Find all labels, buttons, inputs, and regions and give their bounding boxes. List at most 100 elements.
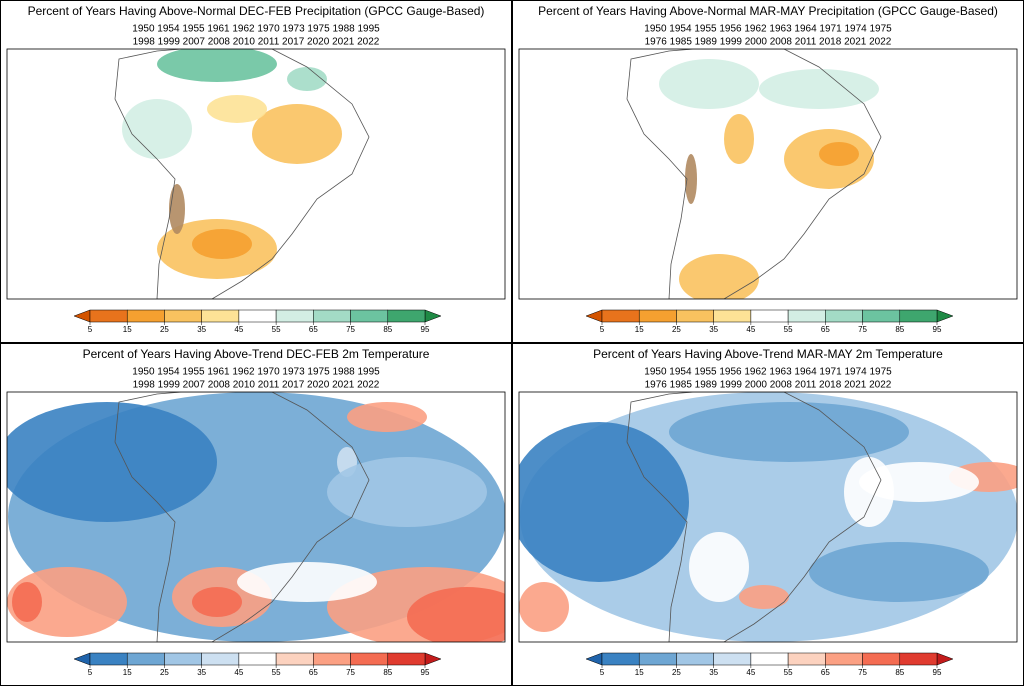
colorbar-tick-label: 45: [234, 325, 243, 334]
field-blob: [669, 402, 909, 462]
field-blob: [739, 585, 789, 609]
field-blob: [237, 562, 377, 602]
map-content: [7, 49, 505, 299]
colorbar-extend-low: [585, 309, 603, 323]
colorbar-segment: [862, 309, 901, 323]
colorbar-segment: [899, 309, 938, 323]
colorbar-tick-label: 35: [709, 668, 718, 677]
map-content: [519, 49, 1017, 299]
colorbar-segment: [164, 309, 202, 323]
year-list: 1998 1999 2007 2008 2010 2011 2017 2020 …: [133, 37, 380, 48]
colorbar-tick-label: 25: [160, 668, 169, 677]
colorbar-segment: [387, 309, 426, 323]
colorbar-tick-label: 65: [821, 325, 830, 334]
field-blob: [347, 402, 427, 432]
colorbar-extend-high: [424, 652, 442, 666]
field-blob: [169, 184, 185, 234]
colorbar-segment: [164, 652, 202, 666]
colorbar-segment: [787, 652, 826, 666]
colorbar-segment: [825, 652, 863, 666]
year-list: 1950 1954 1955 1961 1962 1970 1973 1975 …: [132, 367, 380, 378]
colorbar-tick-label: 5: [88, 325, 93, 334]
colorbar-segment: [713, 309, 752, 323]
field-blob: [122, 99, 192, 159]
map-content: [7, 392, 505, 642]
colorbar-tick-label: 55: [784, 668, 793, 677]
panel-title: Percent of Years Having Above-Trend MAR-…: [593, 347, 943, 361]
coastline: [114, 49, 370, 299]
year-list: 1950 1954 1955 1961 1962 1970 1973 1975 …: [132, 24, 380, 35]
coastline: [114, 392, 370, 642]
colorbar-tick-label: 5: [600, 668, 605, 677]
colorbar-tick-label: 55: [784, 325, 793, 334]
map: [518, 391, 1018, 643]
colorbar-tick-label: 15: [635, 668, 644, 677]
colorbar-tick-label: 55: [272, 325, 281, 334]
colorbar-segment: [238, 309, 277, 323]
colorbar-segment: [899, 652, 938, 666]
map-content: [519, 392, 1017, 642]
colorbar-tick-label: 75: [346, 325, 355, 334]
field-blob: [519, 422, 689, 582]
field-blob: [659, 59, 759, 109]
map: [6, 48, 506, 300]
colorbar-extend-high: [936, 652, 954, 666]
panel-title: Percent of Years Having Above-Trend DEC-…: [83, 347, 430, 361]
colorbar-tick-label: 95: [421, 325, 430, 334]
colorbar-tick-label: 35: [197, 325, 206, 334]
colorbar-tick-label: 45: [234, 668, 243, 677]
colorbar-tick-label: 55: [272, 668, 281, 677]
panel-title: Percent of Years Having Above-Normal MAR…: [538, 4, 998, 18]
colorbar-segment: [601, 309, 640, 323]
colorbar-segment: [275, 309, 314, 323]
colorbar-segment: [313, 309, 351, 323]
field-blob: [7, 402, 217, 522]
colorbar-segment: [713, 652, 752, 666]
field-blob: [252, 104, 342, 164]
colorbar-tick-label: 65: [309, 668, 318, 677]
colorbar-tick-label: 65: [309, 325, 318, 334]
colorbar-tick-label: 85: [383, 325, 392, 334]
field-blob: [519, 582, 569, 632]
year-list: 1950 1954 1955 1956 1962 1963 1964 1971 …: [644, 24, 892, 35]
year-list: 1950 1954 1955 1956 1962 1963 1964 1971 …: [644, 367, 892, 378]
field-blob: [844, 457, 894, 527]
coastline: [626, 392, 882, 642]
field-blob: [759, 69, 879, 109]
colorbar-segment: [862, 652, 901, 666]
field-blob: [12, 582, 42, 622]
colorbar-tick-label: 15: [635, 325, 644, 334]
field-blob: [192, 229, 252, 259]
colorbar-tick-label: 35: [197, 668, 206, 677]
colorbar-tick-label: 75: [346, 668, 355, 677]
colorbar-segment: [89, 652, 128, 666]
colorbar-tick-label: 15: [123, 325, 132, 334]
colorbar-tick-label: 95: [933, 668, 942, 677]
field-blob: [207, 95, 267, 123]
colorbar-segment: [787, 309, 826, 323]
colorbar-tick-label: 85: [895, 325, 904, 334]
colorbar-tick-label: 85: [895, 668, 904, 677]
field-blob: [327, 457, 487, 527]
colorbar-tick-label: 5: [88, 668, 93, 677]
field-blob: [192, 587, 242, 617]
field-blob: [689, 532, 749, 602]
colorbar-segment: [126, 652, 165, 666]
colorbar-tick-label: 95: [933, 325, 942, 334]
colorbar-segment: [750, 309, 789, 323]
map: [6, 391, 506, 643]
colorbar-segment: [825, 309, 863, 323]
colorbar-tick-label: 75: [858, 668, 867, 677]
colorbar-segment: [676, 652, 714, 666]
colorbar-segment: [313, 652, 351, 666]
colorbar-segment: [275, 652, 314, 666]
colorbar-tick-label: 5: [600, 325, 605, 334]
colorbar-segment: [201, 309, 240, 323]
colorbar-segment: [238, 652, 277, 666]
map-frame: [518, 391, 1018, 643]
colorbar-extend-low: [73, 309, 91, 323]
colorbar-segment: [89, 309, 128, 323]
colorbar-segment: [201, 652, 240, 666]
year-list: 1976 1985 1989 1999 2000 2008 2011 2018 …: [645, 380, 892, 391]
